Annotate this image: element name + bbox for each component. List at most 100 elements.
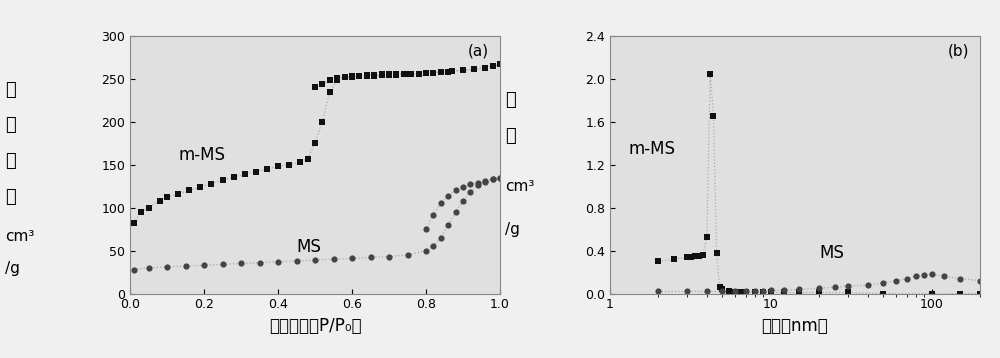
Text: 孔: 孔: [505, 91, 516, 109]
Point: [366, 73, 382, 79]
Point: [344, 73, 360, 79]
Point: [237, 171, 253, 177]
Point: [425, 70, 441, 76]
Point: [159, 194, 175, 200]
Point: [292, 159, 308, 165]
Text: m-MS: m-MS: [628, 140, 675, 158]
Point: [755, 290, 771, 295]
Point: [192, 184, 208, 190]
Point: [791, 286, 807, 292]
Point: [916, 272, 932, 278]
Point: [418, 70, 434, 76]
Point: [381, 72, 397, 77]
Point: [307, 84, 323, 90]
Point: [366, 72, 382, 78]
Point: [972, 278, 988, 284]
Text: 收: 收: [5, 116, 16, 134]
Point: [840, 283, 856, 289]
Point: [381, 254, 397, 260]
Point: [827, 284, 843, 290]
Point: [126, 267, 142, 272]
Point: [936, 274, 952, 279]
Point: [455, 184, 471, 190]
Point: [203, 181, 219, 187]
Point: [477, 178, 493, 184]
Point: [337, 74, 353, 80]
Point: [307, 257, 323, 263]
Point: [477, 179, 493, 185]
Point: [492, 175, 508, 180]
Point: [477, 65, 493, 71]
Point: [492, 175, 508, 180]
Point: [181, 188, 197, 193]
Point: [721, 289, 737, 294]
Point: [440, 222, 456, 228]
Point: [952, 276, 968, 281]
Point: [714, 286, 730, 292]
Point: [702, 72, 718, 77]
Point: [396, 71, 412, 77]
Point: [425, 243, 441, 249]
Text: MS: MS: [819, 244, 844, 262]
Point: [351, 73, 367, 79]
Point: [425, 70, 441, 76]
Point: [214, 177, 230, 183]
Point: [695, 252, 711, 258]
Point: [875, 280, 891, 286]
X-axis label: 相对压力（P/P₀）: 相对压力（P/P₀）: [269, 317, 361, 335]
Point: [492, 61, 508, 67]
Point: [485, 63, 501, 69]
Point: [687, 253, 703, 259]
Point: [875, 291, 891, 296]
Point: [248, 169, 264, 174]
Point: [466, 67, 482, 72]
Point: [351, 73, 367, 79]
Point: [455, 198, 471, 204]
Point: [733, 290, 749, 295]
Point: [448, 188, 464, 193]
Point: [374, 72, 390, 77]
Point: [492, 61, 508, 67]
Point: [259, 166, 275, 172]
Text: m-MS: m-MS: [178, 146, 225, 164]
Text: cm³: cm³: [5, 229, 34, 244]
Point: [440, 193, 456, 198]
Text: cm³: cm³: [505, 179, 534, 194]
Text: /g: /g: [505, 222, 520, 237]
Point: [709, 250, 725, 256]
Point: [679, 254, 695, 260]
Point: [650, 258, 666, 264]
Point: [140, 205, 156, 211]
Point: [418, 248, 434, 253]
Point: [683, 254, 699, 260]
Point: [466, 67, 482, 72]
Point: [811, 290, 827, 295]
Point: [679, 289, 695, 294]
Point: [840, 290, 856, 295]
Point: [270, 164, 286, 169]
Point: [776, 287, 792, 293]
Point: [433, 235, 449, 241]
Point: [485, 63, 501, 69]
Point: [924, 291, 940, 296]
Point: [952, 291, 968, 296]
Point: [126, 220, 142, 226]
Point: [776, 290, 792, 295]
Point: [477, 65, 493, 71]
Point: [337, 74, 353, 80]
Point: [747, 289, 763, 294]
Point: [400, 252, 416, 258]
Point: [388, 72, 404, 77]
Point: [470, 180, 486, 185]
Text: 积: 积: [5, 188, 16, 206]
Point: [440, 69, 456, 75]
Text: 吸: 吸: [5, 81, 16, 98]
Point: [462, 189, 478, 195]
Point: [288, 258, 304, 264]
Point: [133, 209, 149, 215]
Point: [714, 289, 730, 294]
Point: [888, 278, 904, 284]
Point: [727, 289, 743, 294]
Point: [650, 289, 666, 294]
Point: [747, 290, 763, 295]
